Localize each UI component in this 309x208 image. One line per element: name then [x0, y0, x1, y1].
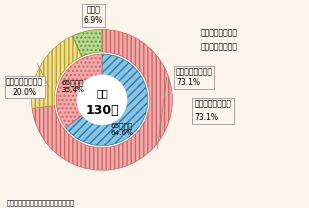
- Text: 65歳以上
64.6%: 65歳以上 64.6%: [110, 123, 133, 136]
- Text: 資料）消防庁資料より国土交通省作成: 資料）消防庁資料より国土交通省作成: [6, 199, 74, 206]
- Text: 除雪作業中の死者
73.1%: 除雪作業中の死者 73.1%: [176, 68, 213, 87]
- Circle shape: [77, 75, 127, 124]
- Wedge shape: [66, 54, 148, 146]
- Text: 落雪等による死者
20.0%: 落雪等による死者 20.0%: [6, 77, 43, 97]
- Wedge shape: [32, 36, 82, 108]
- Text: 65歳未満
35.4%: 65歳未満 35.4%: [61, 79, 84, 93]
- Wedge shape: [32, 30, 172, 170]
- Text: その他
6.9%: その他 6.9%: [84, 6, 103, 25]
- Wedge shape: [56, 54, 102, 128]
- Wedge shape: [72, 30, 102, 56]
- Text: 外円：原因別割合
内円：年齢別割合: 外円：原因別割合 内円：年齢別割合: [200, 28, 237, 52]
- Text: 130名: 130名: [85, 104, 119, 117]
- Text: 合計: 合計: [96, 88, 108, 98]
- Text: 除雪作業中の死者
73.1%: 除雪作業中の死者 73.1%: [195, 100, 232, 122]
